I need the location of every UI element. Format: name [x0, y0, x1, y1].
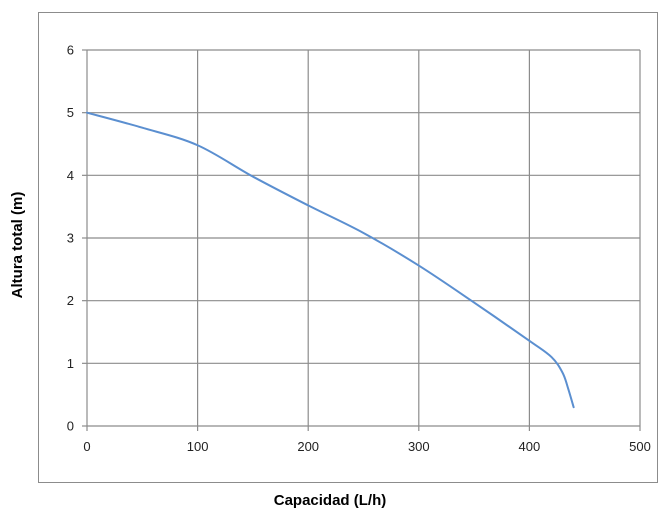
x-axis-title: Capacidad (L/h) [274, 492, 387, 509]
y-tick-label: 1 [67, 356, 74, 371]
y-tick-label: 5 [67, 105, 74, 120]
y-tick-label: 6 [67, 43, 74, 58]
y-tick-labels: 0 1 2 3 4 5 6 [67, 43, 74, 434]
x-tick-label: 500 [629, 439, 651, 454]
y-tick-label: 3 [67, 231, 74, 246]
chart-area-frame [38, 12, 658, 483]
x-tick-label: 400 [519, 439, 541, 454]
y-tick-label: 2 [67, 293, 74, 308]
x-tick-labels: 0 100 200 300 400 500 [83, 439, 650, 454]
x-tick-label: 300 [408, 439, 430, 454]
x-tick-label: 100 [187, 439, 209, 454]
y-axis-title: Altura total (m) [9, 192, 26, 299]
tick-marks [82, 49, 641, 431]
gridlines [86, 49, 641, 427]
y-tick-label: 0 [67, 419, 74, 434]
x-tick-label: 0 [83, 439, 90, 454]
y-tick-label: 4 [67, 168, 74, 183]
x-tick-label: 200 [297, 439, 319, 454]
series-line [86, 111, 575, 409]
